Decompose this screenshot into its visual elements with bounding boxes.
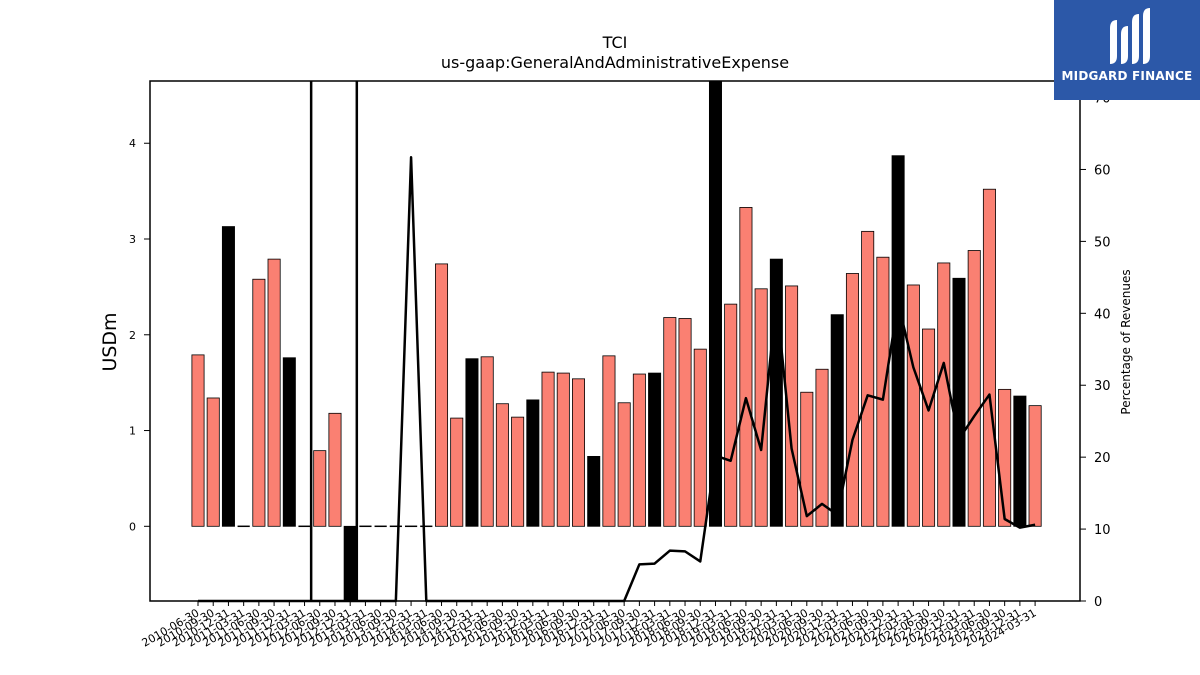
- bar: [343, 525, 357, 602]
- bar: [1013, 395, 1027, 527]
- bar: [1028, 405, 1042, 527]
- bar: [937, 262, 951, 527]
- y-tick-label: 1: [129, 425, 136, 438]
- brand-logo: MIDGARD FINANCE: [1054, 0, 1200, 100]
- y-tick-label: 4: [129, 137, 136, 150]
- bar: [800, 391, 814, 527]
- y2-tick-label: 20: [1094, 451, 1111, 466]
- y2-axis-label: Percentage of Revenues: [1119, 269, 1133, 414]
- bar: [845, 273, 859, 527]
- bar: [648, 372, 662, 527]
- bar: [252, 278, 266, 527]
- bar: [450, 417, 464, 527]
- bar: [495, 403, 509, 527]
- bar: [191, 354, 205, 527]
- bar: [221, 226, 235, 527]
- bar: [602, 355, 616, 527]
- bar: [830, 314, 844, 527]
- bar: [617, 402, 631, 527]
- chart-title: TCI: [602, 33, 628, 52]
- bar: [313, 450, 327, 527]
- bar: [998, 388, 1012, 527]
- y-tick-label: 3: [129, 233, 136, 246]
- bar: [891, 155, 905, 527]
- bar: [511, 416, 525, 527]
- bar: [541, 371, 555, 527]
- bar: [922, 328, 936, 527]
- bar: [206, 397, 220, 527]
- y2-tick-label: 50: [1094, 235, 1111, 250]
- logo-mark-icon: [1110, 8, 1150, 64]
- bar: [724, 303, 738, 527]
- y2-tick-label: 40: [1094, 307, 1111, 322]
- bar: [967, 250, 981, 527]
- y-axis-label: USDm: [99, 312, 121, 371]
- bar: [587, 455, 601, 527]
- bar: [815, 368, 829, 527]
- bar: [693, 348, 707, 527]
- bar: [678, 318, 692, 527]
- bar: [465, 358, 479, 527]
- bar: [663, 317, 677, 527]
- bar: [328, 412, 342, 527]
- y2-tick-label: 0: [1094, 595, 1102, 610]
- bar: [739, 207, 753, 527]
- bar: [556, 372, 570, 527]
- brand-name: MIDGARD FINANCE: [1061, 69, 1193, 83]
- bar: [435, 263, 449, 527]
- y2-tick-label: 10: [1094, 523, 1111, 538]
- bar: [632, 373, 646, 527]
- plot-frame: [149, 80, 1081, 602]
- y-tick-label: 0: [129, 520, 136, 533]
- bar: [982, 188, 996, 527]
- bar: [906, 284, 920, 527]
- y2-tick-label: 30: [1094, 379, 1111, 394]
- chart-subtitle: us-gaap:GeneralAndAdministrativeExpense: [441, 53, 789, 72]
- bar: [952, 277, 966, 527]
- bar: [754, 288, 768, 527]
- y-tick-label: 2: [129, 329, 136, 342]
- bar: [572, 378, 586, 527]
- bar: [480, 356, 494, 527]
- bar: [861, 230, 875, 527]
- bar: [526, 399, 540, 527]
- bar: [282, 357, 296, 527]
- y2-tick-label: 60: [1094, 163, 1111, 178]
- bar: [267, 258, 281, 527]
